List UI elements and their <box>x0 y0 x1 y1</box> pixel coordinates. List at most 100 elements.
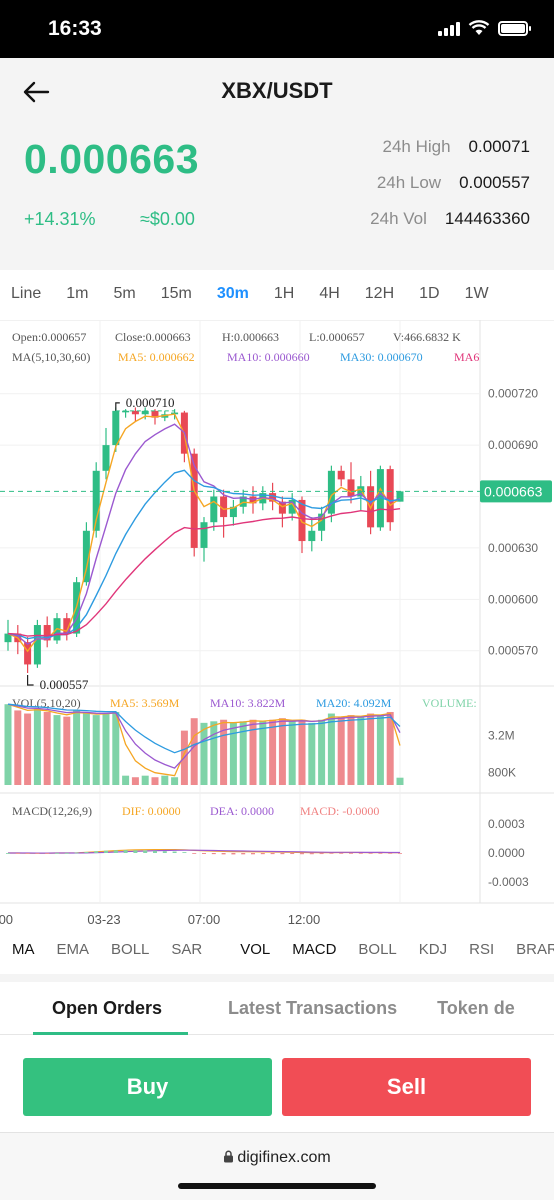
volume-bar <box>112 711 120 785</box>
volume-bar <box>396 777 404 785</box>
candle-body <box>131 410 139 415</box>
indicator-boll-main[interactable]: BOLL <box>111 940 150 958</box>
candle-body <box>190 453 198 548</box>
browser-url-bar[interactable]: digifinex.com <box>0 1132 554 1200</box>
back-arrow-icon[interactable] <box>22 80 50 104</box>
tab-token-details[interactable]: Token de <box>437 997 515 1018</box>
candle-body <box>229 506 237 518</box>
macd-histogram-bar <box>251 853 255 855</box>
volume-bar <box>386 711 394 785</box>
volume-bar <box>337 716 345 785</box>
change-percent: +14.31% <box>24 209 96 229</box>
candle-body <box>82 530 90 583</box>
interval-30m[interactable]: 30m <box>216 285 249 302</box>
time-axis-label: 12:00 <box>288 912 321 927</box>
interval-1m[interactable]: 1m <box>66 285 89 302</box>
volume-bar <box>229 722 237 785</box>
interval-1h[interactable]: 1H <box>273 285 295 302</box>
vol-ma10-legend: MA10: 3.822M <box>210 696 286 710</box>
volume-bar <box>269 719 277 785</box>
indicator-ma[interactable]: MA <box>12 940 35 958</box>
price-axis-label: 0.000600 <box>488 592 538 606</box>
chart-axes: 0.0007200.0006900.0006600.0006300.000600… <box>0 387 552 927</box>
volume-bar <box>318 719 326 785</box>
indicator-kdj[interactable]: KDJ <box>418 940 448 958</box>
interval-line[interactable]: Line <box>11 285 42 302</box>
interval-15m[interactable]: 15m <box>160 285 192 302</box>
volume-bar <box>141 775 149 785</box>
sell-button[interactable]: Sell <box>282 1058 531 1116</box>
indicator-ema[interactable]: EMA <box>56 940 90 958</box>
macd-histogram-bar <box>221 853 226 855</box>
ma5-line <box>7 413 401 653</box>
interval-4h[interactable]: 4H <box>319 285 340 302</box>
stat-value: 0.00071 <box>468 137 530 156</box>
macd-histogram-bar <box>388 853 393 854</box>
last-price: 0.000663 <box>24 136 200 182</box>
volume-bar <box>220 719 228 785</box>
indicator-macd[interactable]: MACD <box>292 940 337 958</box>
volume-bar <box>376 715 384 785</box>
candle-body <box>210 496 218 523</box>
macd-histogram-bar <box>182 852 187 853</box>
macd-histogram-bar <box>260 853 265 855</box>
candle-body <box>347 479 355 497</box>
candle-body <box>278 501 286 514</box>
tab-open-orders[interactable]: Open Orders <box>52 997 163 1018</box>
candle-body <box>112 410 120 446</box>
volume-legend: VOLUME: <box>422 696 477 710</box>
volume-bar <box>308 722 316 785</box>
ohlc-open: Open:0.000657 <box>12 330 86 344</box>
interval-1w[interactable]: 1W <box>464 285 489 302</box>
time-axis-label: 03-23 <box>87 912 120 927</box>
price-axis-label: 0.000720 <box>488 387 538 401</box>
volume-bar <box>4 704 12 785</box>
volume-bar <box>43 711 51 785</box>
low-marker-label: 0.000557 <box>40 677 89 692</box>
price-axis-label: 0.000630 <box>488 541 538 555</box>
interval-12h[interactable]: 12H <box>364 285 395 302</box>
candle-body <box>102 445 110 471</box>
volume-bar <box>92 715 100 785</box>
stat-value: 0.000557 <box>459 173 530 192</box>
tab-latest-transactions[interactable]: Latest Transactions <box>228 997 398 1018</box>
candle-body <box>151 410 159 418</box>
buy-button[interactable]: Buy <box>23 1058 272 1116</box>
macd-histogram-bar <box>398 853 402 854</box>
volume-bar <box>200 722 208 785</box>
macd-panel <box>6 849 402 855</box>
macd-histogram-bar <box>329 853 334 854</box>
pair-title: XBX/USDT <box>221 78 333 103</box>
kline-chart[interactable]: Open:0.000657 Close:0.000663 H:0.000663 … <box>0 319 554 935</box>
indicator-brar[interactable]: BRAR <box>516 940 554 958</box>
candlestick-chart[interactable]: Open:0.000657 Close:0.000663 H:0.000663 … <box>0 319 554 935</box>
indicator-sar[interactable]: SAR <box>171 940 203 958</box>
stat-label: 24h Vol <box>370 209 427 228</box>
ohlc-high: H:0.000663 <box>222 330 279 344</box>
candle-body <box>288 499 296 514</box>
indicator-vol[interactable]: VOL <box>240 940 271 958</box>
stat-24h-high: 24h High 0.00071 <box>382 137 530 157</box>
volume-bar <box>33 708 41 785</box>
volume-bar <box>82 713 90 785</box>
macd-axis-label: 0.0000 <box>488 846 525 860</box>
vol-axis-label: 3.2M <box>488 728 515 742</box>
macd-histogram-bar <box>378 853 383 854</box>
macd-histogram-bar <box>45 853 50 854</box>
interval-1d[interactable]: 1D <box>419 285 440 302</box>
ma-legend-name: MA(5,10,30,60) <box>12 350 90 364</box>
low-marker-arrow <box>27 675 34 686</box>
volume-bar <box>63 716 71 785</box>
indicator-rsi[interactable]: RSI <box>469 940 495 958</box>
candle-body <box>92 470 100 531</box>
chart-legends: Open:0.000657 Close:0.000663 H:0.000663 … <box>12 330 479 818</box>
macd-histogram-bar <box>290 853 295 855</box>
section-divider <box>0 974 554 982</box>
dif-legend: DIF: 0.0000 <box>122 804 181 818</box>
indicator-boll-sub[interactable]: BOLL <box>358 940 397 958</box>
interval-5m[interactable]: 5m <box>113 285 136 302</box>
macd-histogram-bar <box>309 853 314 855</box>
interval-selector: Line 1m 5m 15m 30m 1H 4H 12H 1D 1W <box>0 270 554 318</box>
volume-bar <box>151 777 159 785</box>
current-price-badge <box>480 480 552 503</box>
